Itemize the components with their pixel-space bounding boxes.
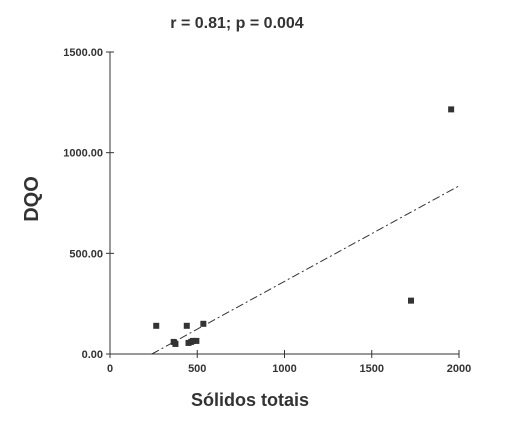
y-tick-label: 0.00 [82, 349, 103, 361]
data-point [408, 297, 415, 304]
data-point [183, 322, 190, 329]
data-point [193, 337, 200, 344]
x-axis-label: Sólidos totais [191, 390, 309, 410]
y-axis-label: DQO [21, 176, 43, 222]
chart-title: r = 0.81; p = 0.004 [170, 15, 304, 32]
data-point [172, 340, 179, 347]
x-tick-label: 2000 [447, 363, 471, 375]
data-points [153, 106, 455, 347]
data-point [189, 337, 196, 344]
y-tick-label: 500.00 [69, 248, 103, 260]
data-point [153, 322, 160, 329]
data-point [448, 106, 455, 113]
axes [106, 51, 460, 358]
x-tick-label: 500 [188, 363, 206, 375]
regression-line [151, 185, 460, 355]
y-tick-label: 1000.00 [63, 148, 103, 160]
y-tick-label: 1500.00 [63, 47, 103, 59]
x-tick-label: 1000 [272, 363, 296, 375]
tick-labels: 0.00 500.00 1000.00 1500.00 0 500 1000 1500 2000 [63, 47, 471, 375]
x-tick-label: 1500 [360, 363, 384, 375]
x-tick-label: 0 [107, 363, 113, 375]
trendline-group [151, 185, 460, 355]
data-point [200, 320, 207, 327]
